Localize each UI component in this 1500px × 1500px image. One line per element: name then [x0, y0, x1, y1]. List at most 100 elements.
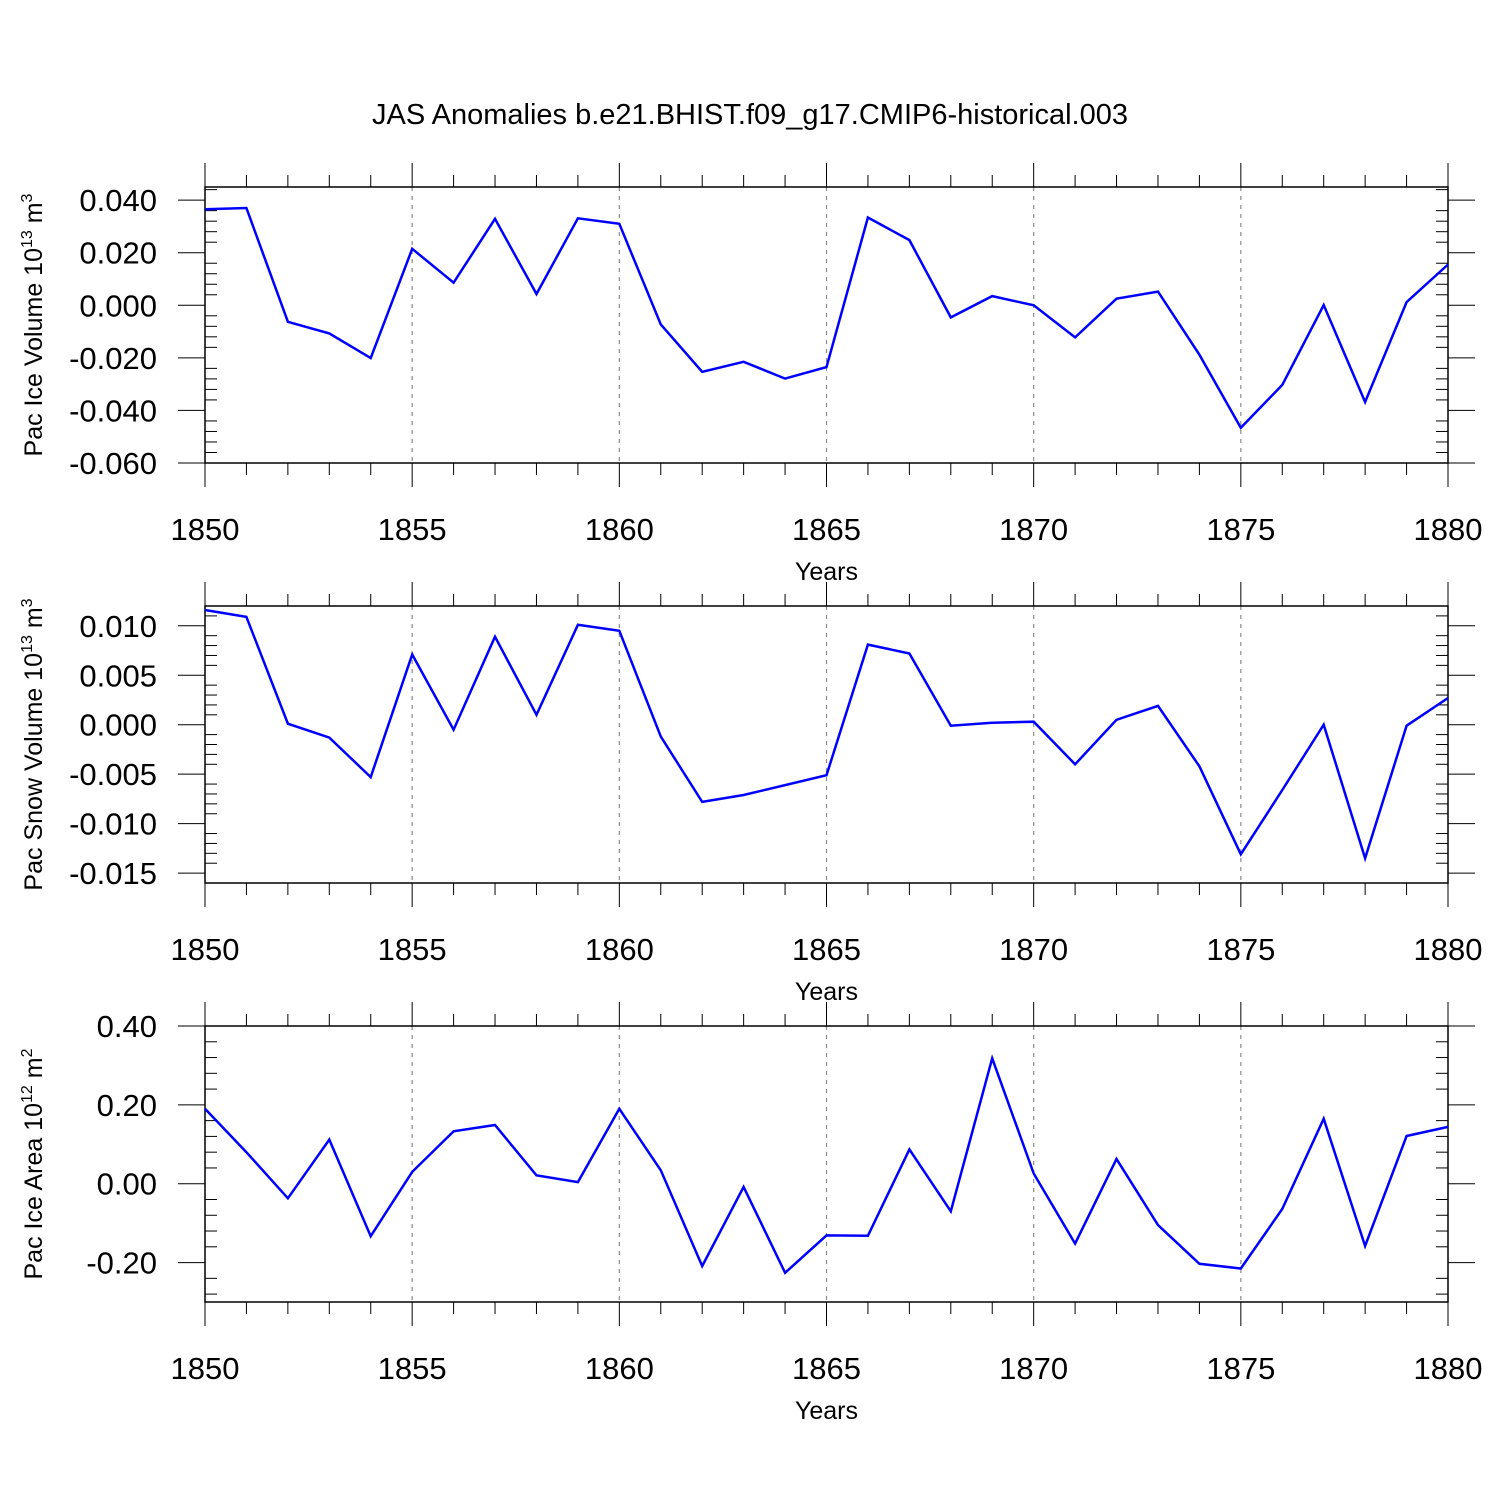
- data-point: [700, 1264, 704, 1268]
- data-point: [866, 215, 870, 219]
- data-point: [990, 721, 994, 725]
- y-tick-label: 0.20: [97, 1088, 157, 1123]
- y-tick-label: 0.020: [79, 236, 157, 271]
- data-point: [452, 728, 456, 732]
- data-point: [949, 1209, 953, 1213]
- data-point: [825, 773, 829, 777]
- data-point: [1115, 297, 1119, 301]
- data-point: [1446, 263, 1450, 267]
- data-point: [1239, 426, 1243, 430]
- panel-2: 0.010 0.005 0.000 -0.005 -0.010 -0.015 1850 185…: [19, 582, 1482, 1006]
- y-tick-label: 0.00: [97, 1167, 157, 1202]
- x-tick-label: 1870: [999, 512, 1068, 547]
- data-point: [1115, 1157, 1119, 1161]
- data-point: [1197, 764, 1201, 768]
- x-tick-label: 1860: [585, 932, 654, 967]
- y-axis-label-superscript: 12: [19, 1085, 36, 1103]
- data-point: [493, 1123, 497, 1127]
- data-point: [700, 370, 704, 374]
- data-point: [783, 1271, 787, 1275]
- x-tick-label: 1875: [1206, 512, 1275, 547]
- data-point: [659, 322, 663, 326]
- data-point: [452, 281, 456, 285]
- data-point: [369, 775, 373, 779]
- data-point: [866, 643, 870, 647]
- panel-3: 0.40 0.20 0.00 -0.20 1850 1855 1860 1865 1870 187…: [19, 1002, 1482, 1425]
- data-point: [1073, 1242, 1077, 1246]
- data-point: [286, 320, 290, 324]
- data-point: [327, 736, 331, 740]
- x-tick-label: 1865: [792, 932, 861, 967]
- panels: 0.040 0.020 0.000 -0.020 -0.040 -0.060 1850 185…: [19, 163, 1482, 1425]
- data-point: [203, 608, 207, 612]
- data-point: [1239, 852, 1243, 856]
- data-point: [1197, 353, 1201, 357]
- x-axis-label: Years: [795, 1397, 858, 1425]
- data-point: [410, 1170, 414, 1174]
- data-point: [1073, 762, 1077, 766]
- data-point: [203, 207, 207, 211]
- y-axis-label-superscript: 3: [19, 598, 36, 607]
- data-point: [866, 1234, 870, 1238]
- data-point: [825, 365, 829, 369]
- data-point: [244, 1150, 248, 1154]
- y-axis-label-text: m: [20, 1057, 48, 1085]
- y-tick-label: -0.005: [69, 757, 157, 792]
- y-tick-label: -0.020: [69, 341, 157, 376]
- x-tick-label: 1865: [792, 1351, 861, 1386]
- data-point: [493, 635, 497, 639]
- data-point: [1280, 788, 1284, 792]
- y-axis-label: Pac Ice Volume 1013 m3: [19, 193, 48, 456]
- y-tick-label: 0.040: [79, 183, 157, 218]
- data-point: [907, 651, 911, 655]
- y-tick-label: 0.005: [79, 658, 157, 693]
- data-point: [783, 377, 787, 381]
- data-point: [534, 292, 538, 296]
- y-tick-label: 0.40: [97, 1009, 157, 1044]
- data-point: [534, 1173, 538, 1177]
- data-point: [1197, 1262, 1201, 1266]
- data-point: [1280, 1207, 1284, 1211]
- data-point: [949, 315, 953, 319]
- y-tick-label: -0.010: [69, 807, 157, 842]
- data-point: [1363, 400, 1367, 404]
- x-tick-label: 1870: [999, 932, 1068, 967]
- x-tick-label: 1880: [1414, 932, 1483, 967]
- figure-title: JAS Anomalies b.e21.BHIST.f09_g17.CMIP6-…: [372, 99, 1128, 131]
- data-point: [1280, 383, 1284, 387]
- data-point: [576, 1180, 580, 1184]
- y-tick-label: -0.060: [69, 446, 157, 481]
- x-tick-label: 1855: [378, 1351, 447, 1386]
- data-point: [410, 652, 414, 656]
- data-point: [493, 217, 497, 221]
- data-point: [1073, 335, 1077, 339]
- data-point: [659, 735, 663, 739]
- data-point: [369, 356, 373, 360]
- x-tick-label: 1860: [585, 1351, 654, 1386]
- x-tick-label: 1880: [1414, 1351, 1483, 1386]
- y-axis-label-superscript: 13: [19, 230, 36, 248]
- x-axis-label: Years: [795, 558, 858, 586]
- y-axis-label-text: Pac Ice Area 10: [20, 1103, 48, 1280]
- x-tick-label: 1880: [1414, 512, 1483, 547]
- x-axis-label: Years: [795, 978, 858, 1006]
- x-tick-label: 1860: [585, 512, 654, 547]
- x-tick-label: 1865: [792, 512, 861, 547]
- data-point: [452, 1129, 456, 1133]
- data-point: [617, 1107, 621, 1111]
- y-axis-label-text: Pac Snow Volume 10: [20, 653, 48, 891]
- data-point: [1322, 723, 1326, 727]
- data-point: [244, 615, 248, 619]
- data-point: [742, 1185, 746, 1189]
- data-point: [534, 713, 538, 717]
- data-point: [576, 216, 580, 220]
- data-point: [1239, 1266, 1243, 1270]
- data-point: [410, 247, 414, 251]
- x-tick-label: 1870: [999, 1351, 1068, 1386]
- data-point: [907, 238, 911, 242]
- data-point: [825, 1233, 829, 1237]
- data-point: [1032, 303, 1036, 307]
- data-point: [1363, 1244, 1367, 1248]
- data-point: [783, 783, 787, 787]
